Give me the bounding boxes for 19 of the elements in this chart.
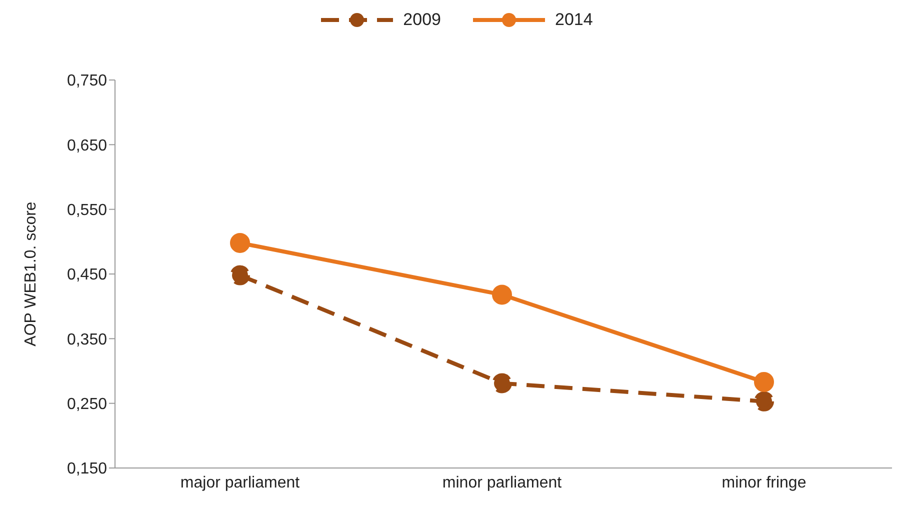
y-tick-label: 0,450 xyxy=(66,266,108,284)
y-tick-label: 0,750 xyxy=(66,72,108,90)
y-tick-label: 0,550 xyxy=(66,202,108,220)
x-tick-label: minor fringe xyxy=(722,474,806,492)
legend-label: 2014 xyxy=(555,10,593,30)
y-tick-label: 0,650 xyxy=(66,137,108,154)
legend-label: 2009 xyxy=(403,10,441,30)
point xyxy=(754,391,774,412)
x-tick-label: minor parliament xyxy=(442,474,562,492)
x-tick-label: major parliament xyxy=(180,474,300,492)
point xyxy=(492,373,512,394)
point xyxy=(230,232,250,253)
y-axis-title: AOP WEB1.0. score xyxy=(22,202,40,346)
point xyxy=(492,284,512,305)
point xyxy=(754,372,774,392)
y-tick-label: 0,350 xyxy=(66,331,108,348)
y-tick-label: 0,150 xyxy=(66,460,108,478)
point xyxy=(230,265,250,286)
y-tick-label: 0,250 xyxy=(66,396,108,414)
